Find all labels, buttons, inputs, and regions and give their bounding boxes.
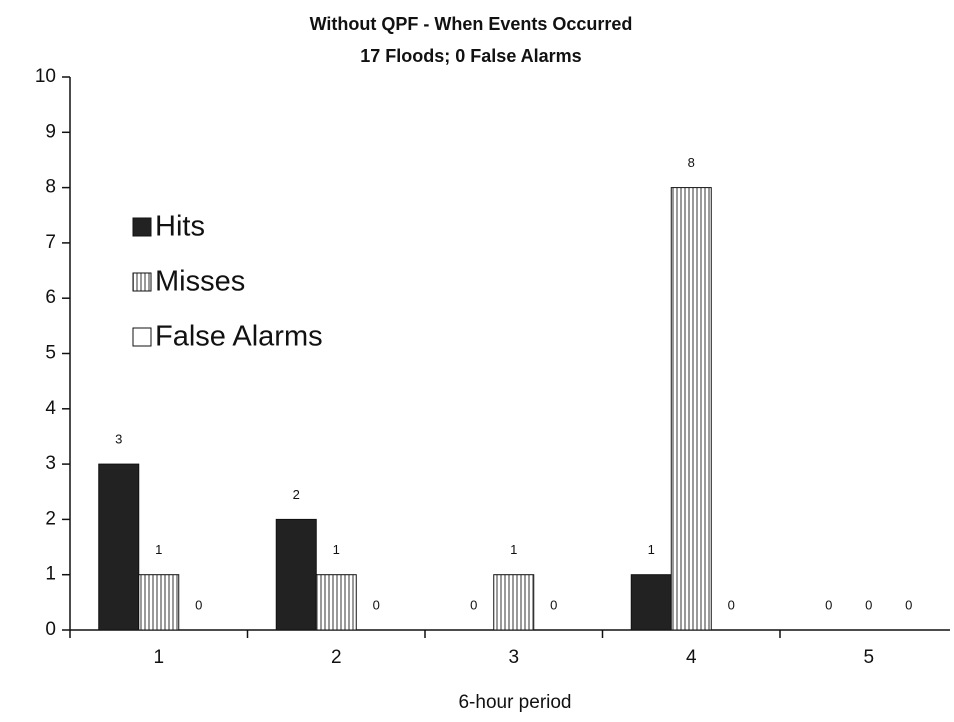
legend-label: Misses	[155, 266, 245, 298]
y-tick-label: 6	[45, 287, 56, 308]
y-tick-label: 3	[45, 453, 56, 474]
x-tick-label: 1	[153, 647, 164, 668]
value-label: 0	[728, 597, 735, 612]
bar	[275, 518, 317, 631]
y-tick-label: 9	[45, 121, 56, 142]
y-tick-label: 7	[45, 232, 56, 253]
value-label: 0	[865, 597, 872, 612]
chart-subtitle: 17 Floods; 0 False Alarms	[360, 46, 581, 66]
legend-label: False Alarms	[155, 321, 323, 353]
x-tick-label: 3	[508, 647, 519, 668]
value-label: 1	[333, 542, 340, 557]
bar	[630, 574, 672, 631]
legend-swatch	[132, 272, 152, 292]
y-tick-label: 4	[45, 398, 56, 419]
bar	[138, 574, 180, 631]
x-tick-label: 4	[686, 647, 697, 668]
y-tick-label: 0	[45, 619, 56, 640]
value-label: 0	[470, 597, 477, 612]
value-label: 0	[373, 597, 380, 612]
value-label: 0	[550, 597, 557, 612]
y-tick-label: 1	[45, 564, 56, 585]
y-tick-label: 10	[35, 66, 56, 87]
value-label: 1	[648, 542, 655, 557]
x-tick-label: 5	[863, 647, 874, 668]
bar	[98, 463, 140, 631]
legend-swatch	[132, 327, 152, 347]
value-label: 3	[115, 432, 122, 447]
value-label: 0	[905, 597, 912, 612]
value-label: 2	[293, 487, 300, 502]
legend-swatch	[132, 217, 152, 237]
value-label: 0	[825, 597, 832, 612]
value-label: 1	[155, 542, 162, 557]
chart-title: Without QPF - When Events Occurred	[310, 14, 633, 34]
legend-label: Hits	[155, 211, 205, 243]
y-tick-label: 5	[45, 343, 56, 364]
x-axis-label: 6-hour period	[458, 692, 571, 713]
y-tick-label: 8	[45, 177, 56, 198]
value-label: 1	[510, 542, 517, 557]
bar	[315, 574, 357, 631]
bar	[670, 187, 712, 631]
value-label: 0	[195, 597, 202, 612]
value-label: 8	[688, 155, 695, 170]
bar	[493, 574, 535, 631]
y-tick-label: 2	[45, 508, 56, 529]
x-tick-label: 2	[331, 647, 342, 668]
